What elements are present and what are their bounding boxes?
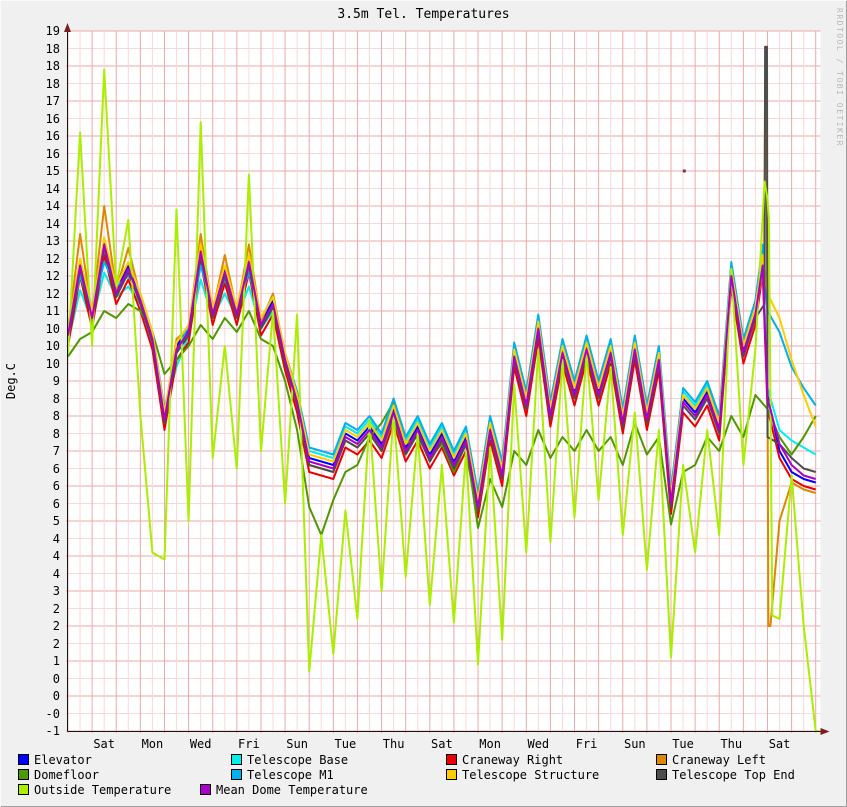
y-tick-label: 4 xyxy=(52,566,60,581)
y-tick-label: 17 xyxy=(45,94,60,108)
legend-label: Outside Temperature xyxy=(34,782,172,797)
y-tick-label: 16 xyxy=(45,129,60,143)
x-tick-label-sat: Sat xyxy=(768,737,791,751)
legend-swatch xyxy=(18,754,29,765)
y-tick-label: 10 xyxy=(45,339,60,353)
y-tick-label: 14 xyxy=(45,181,60,196)
y-tick-label: 2 xyxy=(52,619,60,633)
y-tick-label: 15 xyxy=(45,164,60,178)
y-tick-label: 8 xyxy=(52,409,60,423)
y-tick-label: 18 xyxy=(45,76,60,91)
y-tick-label: 0 xyxy=(52,689,60,703)
x-tick-label-wed: Wed xyxy=(189,737,212,751)
x-tick-label-tue: Tue xyxy=(334,737,357,751)
legend-item-craneway-right: Craneway Right xyxy=(446,752,564,767)
legend-label: Telescope Top End xyxy=(672,767,795,782)
legend-swatch xyxy=(656,769,667,780)
legend-item-telescope-m1: Telescope M1 xyxy=(231,767,334,782)
x-tick-label-thu: Thu xyxy=(382,737,405,751)
legend-label: Telescope Base xyxy=(247,752,349,767)
legend-swatch xyxy=(200,784,211,795)
y-tick-label: 10 xyxy=(45,321,60,336)
legend-item-elevator: Elevator xyxy=(18,752,92,767)
legend-label: Telescope M1 xyxy=(247,767,334,782)
y-tick-label: 0 xyxy=(52,671,60,686)
y-tick-label: 16 xyxy=(45,111,60,126)
y-tick-label: 18 xyxy=(45,59,60,73)
y-tick-label: 12 xyxy=(45,251,60,266)
y-tick-label: 8 xyxy=(52,391,60,406)
legend-swatch xyxy=(656,754,667,765)
y-tick-label: 7 xyxy=(52,444,60,458)
y-tick-label: 14 xyxy=(45,199,60,213)
legend-label: Domefloor xyxy=(34,767,100,782)
x-tick-label-sun: Sun xyxy=(286,737,308,751)
y-tick-label: 4 xyxy=(52,531,60,546)
x-tick-label-mon: Mon xyxy=(479,737,501,751)
chart-title: 3.5m Tel. Temperatures xyxy=(337,7,510,22)
y-tick-label: 6 xyxy=(52,496,60,511)
y-tick-label: 4 xyxy=(52,549,60,563)
y-tick-label: 12 xyxy=(45,286,60,301)
legend-swatch xyxy=(18,769,29,780)
x-axis-arrow xyxy=(820,728,830,735)
legend-item-craneway-left: Craneway Left xyxy=(656,752,766,767)
x-tick-label-sat: Sat xyxy=(93,737,116,751)
legend-item-mean-dome-temperature: Mean Dome Temperature xyxy=(200,782,368,797)
y-tick-label: 10 xyxy=(45,356,60,371)
series-line-domefloor xyxy=(68,303,817,536)
x-tick-label-fri: Fri xyxy=(575,737,598,751)
x-tick-label-fri: Fri xyxy=(238,737,260,751)
legend-item-telescope-structure: Telescope Structure xyxy=(446,767,600,782)
y-tick-label: 9 xyxy=(52,374,60,388)
y-tick-label: 3 xyxy=(52,584,60,598)
x-tick-label-tue: Tue xyxy=(672,737,694,751)
y-tick-label: 12 xyxy=(45,269,60,283)
x-tick-label-sat: Sat xyxy=(431,737,453,751)
legend-item-telescope-base: Telescope Base xyxy=(231,752,349,767)
y-tick-label: 1 xyxy=(52,654,60,668)
legend-swatch xyxy=(231,769,242,780)
y-axis-arrow xyxy=(64,23,71,32)
legend-swatch xyxy=(231,754,242,765)
y-tick-label: 13 xyxy=(45,234,60,248)
legend-label: Mean Dome Temperature xyxy=(216,782,368,797)
y-tick-label: -0 xyxy=(45,706,60,721)
x-tick-label-sun: Sun xyxy=(623,737,646,751)
y-tick-label: 2 xyxy=(52,636,60,651)
series-line-outside-temperature xyxy=(68,68,820,732)
y-tick-label: 2 xyxy=(52,601,60,616)
legend-item-telescope-top-end: Telescope Top End xyxy=(656,767,795,782)
x-tick-label-mon: Mon xyxy=(141,737,164,751)
y-tick-label: 5 xyxy=(52,514,60,528)
y-tick-label: 6 xyxy=(52,479,60,493)
series-line-telescope-structure xyxy=(68,236,817,501)
y-tick-label: -1 xyxy=(45,724,60,738)
y-tick-label: 18 xyxy=(45,41,60,56)
y-tick-label: 8 xyxy=(52,426,60,441)
legend-label: Elevator xyxy=(34,752,92,767)
stray-datapoint xyxy=(682,169,686,173)
legend-item-outside-temperature: Outside Temperature xyxy=(18,782,172,797)
legend-label: Telescope Structure xyxy=(462,767,600,782)
legend-swatch xyxy=(446,754,457,765)
y-tick-label: 11 xyxy=(45,304,60,318)
x-tick-label-thu: Thu xyxy=(720,737,743,751)
x-tick-label-wed: Wed xyxy=(527,737,550,751)
legend-swatch xyxy=(446,769,457,780)
y-tick-label: 6 xyxy=(52,461,60,476)
y-tick-label: 19 xyxy=(45,24,60,38)
legend-swatch xyxy=(18,784,29,795)
legend-item-domefloor: Domefloor xyxy=(18,767,100,782)
legend-label: Craneway Left xyxy=(672,752,766,767)
y-tick-label: 16 xyxy=(45,146,60,161)
y-tick-label: 14 xyxy=(45,216,60,231)
series-line-mean-dome-temperature xyxy=(68,243,816,508)
legend-label: Craneway Right xyxy=(462,752,564,767)
rrdtool-watermark: RRDTOOL / TOBI OETIKER xyxy=(835,8,844,147)
